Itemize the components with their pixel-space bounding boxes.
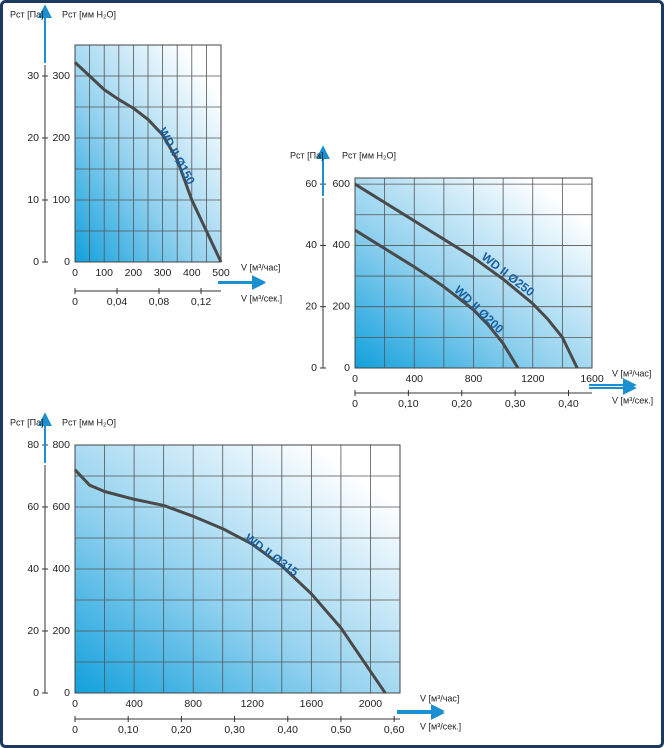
x2-tick-label: 0,40: [558, 398, 579, 410]
y2-tick-label: 30: [27, 70, 39, 82]
y2-axis-title: Pст [Па]: [10, 417, 44, 427]
y-tick-label: 200: [52, 625, 70, 637]
x-tick-label: 1600: [580, 373, 604, 385]
y-axis-title: Pст [мм H₂O]: [342, 150, 396, 160]
y-tick-label: 0: [64, 687, 70, 699]
x-tick-label: 0: [72, 267, 78, 279]
x-tick-label: 400: [405, 373, 423, 385]
x-tick-label: 1200: [241, 698, 265, 710]
x2-tick-label: 0: [352, 398, 358, 410]
curve: [354, 182, 579, 369]
plot-border: [74, 444, 401, 694]
y2-tick-label: 0: [311, 362, 317, 374]
y2-tick-label: 60: [27, 501, 39, 513]
x-tick-label: 800: [184, 698, 202, 710]
y-tick-label: 200: [52, 132, 70, 144]
y2-tick-label: 40: [305, 239, 317, 251]
x2-axis-title: V [м³/сек.]: [241, 293, 282, 303]
x2-tick-label: 0,20: [452, 398, 473, 410]
plot-border: [74, 44, 222, 263]
y2-tick-label: 20: [305, 300, 317, 312]
x-tick-label: 0: [72, 698, 78, 710]
x-tick-label: 300: [154, 267, 172, 279]
x2-tick-label: 0,12: [191, 296, 212, 308]
curve: [73, 468, 387, 694]
y-tick-label: 0: [344, 362, 350, 374]
y-tick-label: 600: [52, 501, 70, 513]
y-tick-label: 200: [332, 300, 350, 312]
x2-axis-title: V [м³/сек.]: [612, 395, 653, 405]
x-tick-label: 2000: [359, 698, 383, 710]
x-tick-label: 400: [125, 698, 143, 710]
y-tick-label: 100: [52, 194, 70, 206]
x2-axis-title: V [м³/сек.]: [420, 721, 461, 731]
x2-tick-label: 0,20: [171, 724, 192, 736]
x2-tick-label: 0,10: [118, 724, 139, 736]
y2-tick-label: 20: [27, 625, 39, 637]
x-tick-label: 400: [183, 267, 201, 279]
x-axis-title: V [м³/час]: [241, 262, 280, 272]
y2-axis-title: Pст [Па]: [290, 150, 324, 160]
x2-tick-label: 0,50: [331, 724, 352, 736]
y2-tick-label: 80: [27, 439, 39, 451]
x-axis-title: V [м³/час]: [612, 368, 651, 378]
y-tick-label: 0: [64, 256, 70, 268]
y-axis-title: Pст [мм H₂O]: [62, 417, 116, 427]
y2-tick-label: 20: [27, 132, 39, 144]
y-tick-label: 800: [52, 439, 70, 451]
x-tick-label: 1200: [521, 373, 545, 385]
y-axis-title: Pст [мм H₂O]: [62, 9, 116, 19]
y2-tick-label: 60: [305, 178, 317, 190]
y-tick-label: 600: [332, 178, 350, 190]
plot-border: [354, 177, 593, 369]
x2-tick-label: 0: [72, 296, 78, 308]
x2-tick-label: 0,04: [107, 296, 128, 308]
x2-tick-label: 0,40: [278, 724, 299, 736]
y2-axis-title: Pст [Па]: [10, 9, 44, 19]
y-tick-label: 300: [52, 70, 70, 82]
y-tick-label: 400: [52, 563, 70, 575]
x2-tick-label: 0: [72, 724, 78, 736]
x-tick-label: 100: [95, 267, 113, 279]
x2-tick-label: 0,30: [224, 724, 245, 736]
x-tick-label: 0: [352, 373, 358, 385]
x-axis-title: V [м³/час]: [420, 693, 459, 703]
x-tick-label: 200: [125, 267, 143, 279]
x-tick-label: 800: [465, 373, 483, 385]
x-tick-label: 500: [212, 267, 230, 279]
y2-tick-label: 0: [33, 256, 39, 268]
x-tick-label: 1600: [300, 698, 324, 710]
y2-tick-label: 10: [27, 194, 39, 206]
curve: [73, 61, 223, 263]
y-tick-label: 400: [332, 239, 350, 251]
x2-tick-label: 0,08: [149, 296, 170, 308]
y2-tick-label: 40: [27, 563, 39, 575]
x2-tick-label: 0,60: [384, 724, 405, 736]
y2-tick-label: 0: [33, 687, 39, 699]
x2-tick-label: 0,30: [505, 398, 526, 410]
x2-tick-label: 0,10: [398, 398, 419, 410]
curve: [354, 228, 520, 369]
